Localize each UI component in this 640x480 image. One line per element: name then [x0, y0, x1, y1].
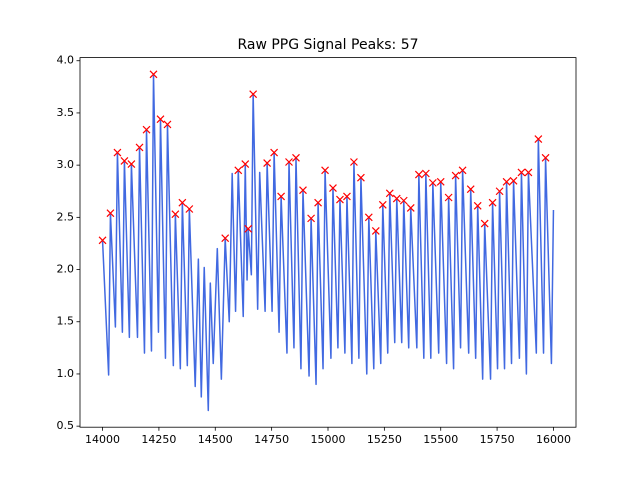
peak-marker — [270, 148, 279, 157]
peak-marker — [502, 177, 511, 186]
peak-marker — [509, 176, 518, 185]
peak-marker — [392, 194, 401, 203]
peak-marker — [488, 198, 497, 207]
peak-marker — [399, 196, 408, 205]
peak-marker — [285, 158, 293, 166]
peak-marker — [299, 186, 307, 195]
peak-marker — [171, 210, 180, 219]
peak-marker — [314, 198, 323, 207]
peak-marker — [541, 153, 550, 162]
x-tick-label: 15750 — [480, 433, 515, 446]
peak-marker — [163, 120, 172, 129]
peak-marker — [142, 125, 151, 134]
x-tick-label: 15250 — [367, 433, 402, 446]
peak-marker — [421, 169, 430, 178]
peak-marker — [249, 90, 258, 99]
peak-marker — [517, 168, 526, 177]
peak-marker — [385, 189, 394, 198]
peak-marker — [277, 192, 286, 201]
peak-marker — [135, 143, 144, 152]
y-tick-label: 1.0 — [57, 367, 75, 380]
peak-marker — [106, 209, 115, 218]
peak-marker — [292, 153, 300, 162]
peak-marker — [241, 160, 250, 169]
peak-marker — [378, 200, 387, 209]
x-tick-label: 14250 — [141, 433, 176, 446]
peak-marker — [321, 166, 329, 175]
peak-marker — [244, 224, 253, 233]
peak-marker — [495, 187, 504, 196]
y-tick-label: 2.0 — [57, 263, 75, 276]
y-tick-label: 4.0 — [57, 54, 75, 67]
peak-marker — [473, 201, 482, 210]
peak-marker — [414, 170, 423, 179]
x-tick-label: 15500 — [423, 433, 458, 446]
peak-marker — [428, 178, 437, 187]
peak-marker — [336, 195, 344, 204]
y-tick-label: 3.5 — [57, 106, 75, 119]
peak-marker — [307, 214, 316, 223]
peak-marker — [444, 193, 453, 202]
peak-marker — [329, 184, 337, 193]
x-tick-label: 14500 — [198, 433, 233, 446]
peak-marker — [534, 135, 543, 143]
peak-marker — [343, 192, 351, 201]
x-tick-label: 16000 — [536, 433, 571, 446]
peak-marker — [113, 148, 122, 157]
peak-marker — [451, 171, 460, 180]
peak-marker — [185, 205, 194, 213]
peak-marker — [120, 157, 129, 165]
peak-marker — [149, 70, 158, 79]
peak-marker — [371, 226, 380, 235]
peak-marker — [350, 158, 358, 166]
peak-marker — [178, 198, 187, 207]
x-tick-label: 14000 — [85, 433, 120, 446]
x-tick-label: 14750 — [254, 433, 289, 446]
peak-marker — [263, 159, 272, 167]
peak-marker — [356, 173, 365, 182]
x-tick-label: 15000 — [311, 433, 346, 446]
peak-marker — [98, 236, 107, 245]
chart-title: Raw PPG Signal Peaks: 57 — [237, 37, 418, 53]
y-tick-label: 3.0 — [57, 158, 75, 171]
peak-marker — [466, 185, 475, 194]
peak-marker — [524, 168, 533, 177]
y-tick-label: 0.5 — [57, 419, 75, 432]
peak-marker — [436, 177, 445, 186]
peak-marker — [458, 166, 467, 175]
peak-marker — [156, 115, 165, 124]
peak-marker — [364, 213, 373, 222]
y-tick-label: 1.5 — [57, 315, 75, 328]
y-tick-label: 2.5 — [57, 210, 75, 223]
signal-line — [101, 73, 555, 412]
peak-marker — [406, 204, 415, 212]
peak-marker — [221, 234, 230, 243]
peak-marker — [480, 219, 489, 228]
peak-marker — [127, 160, 136, 169]
peak-marker — [234, 166, 243, 175]
